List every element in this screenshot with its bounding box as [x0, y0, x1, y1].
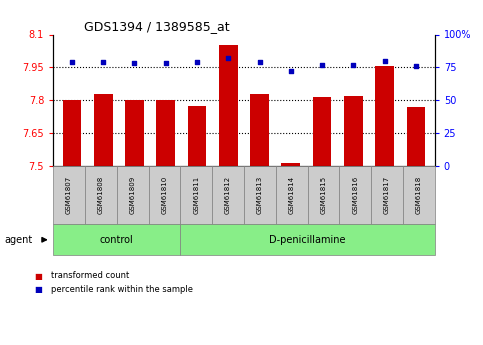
Text: GSM61814: GSM61814 [289, 176, 295, 214]
Bar [250, 95, 269, 166]
Text: GSM61816: GSM61816 [352, 176, 358, 214]
Text: GDS1394 / 1389585_at: GDS1394 / 1389585_at [84, 20, 229, 33]
Text: D-penicillamine: D-penicillamine [269, 235, 346, 245]
Point [287, 68, 295, 74]
Text: agent: agent [5, 235, 33, 245]
Bar [156, 100, 175, 166]
Bar [94, 95, 113, 166]
Point [350, 62, 357, 67]
Point [318, 62, 326, 67]
Text: GSM61817: GSM61817 [384, 176, 390, 214]
Text: GSM61812: GSM61812 [225, 176, 231, 214]
Bar [375, 66, 394, 166]
Text: transformed count: transformed count [51, 272, 129, 280]
Point [381, 58, 388, 63]
Point [412, 63, 420, 69]
Text: percentile rank within the sample: percentile rank within the sample [51, 285, 193, 294]
Point [256, 59, 263, 65]
Point [130, 61, 138, 66]
Bar [344, 96, 363, 166]
Bar [125, 100, 144, 166]
Text: ■: ■ [35, 285, 43, 294]
Bar [62, 100, 81, 166]
Text: ■: ■ [35, 272, 43, 280]
Text: GSM61818: GSM61818 [416, 176, 422, 214]
Text: GSM61815: GSM61815 [320, 176, 327, 214]
Text: GSM61808: GSM61808 [98, 176, 104, 214]
Bar [219, 46, 238, 166]
Text: GSM61811: GSM61811 [193, 176, 199, 214]
Text: GSM61809: GSM61809 [129, 176, 136, 214]
Text: GSM61813: GSM61813 [257, 176, 263, 214]
Bar [282, 164, 300, 166]
Text: GSM61810: GSM61810 [161, 176, 168, 214]
Bar [187, 106, 206, 166]
Text: control: control [100, 235, 134, 245]
Point [225, 55, 232, 61]
Point [162, 61, 170, 66]
Bar [407, 107, 426, 166]
Text: GSM61807: GSM61807 [66, 176, 72, 214]
Point [99, 59, 107, 65]
Point [68, 59, 76, 65]
Bar [313, 97, 331, 166]
Point [193, 59, 201, 65]
